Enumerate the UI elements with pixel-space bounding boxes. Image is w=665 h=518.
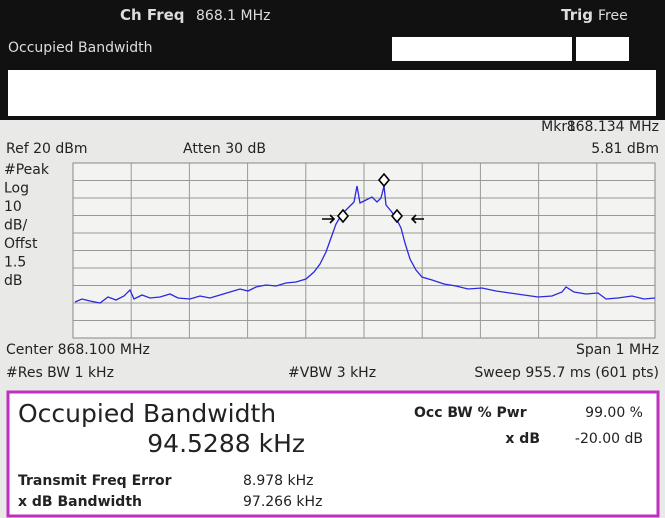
sweep: Sweep 955.7 ms (601 pts): [474, 365, 659, 381]
center-freq: Center 868.100 MHz: [6, 342, 150, 358]
marker-freq: 868.134 MHz: [567, 119, 659, 135]
pwr-label: Occ BW % Pwr: [414, 405, 527, 421]
attenuation: Atten 30 dB: [183, 141, 266, 157]
mode-label: Occupied Bandwidth: [8, 40, 153, 56]
arrow-left: [410, 214, 424, 224]
xdb-bw-label: x dB Bandwidth: [18, 494, 142, 510]
trace: [74, 185, 656, 304]
scale-label: 1.5: [4, 255, 26, 271]
marker-diamond: [377, 172, 391, 188]
results-title: Occupied Bandwidth: [18, 399, 276, 428]
span: Span 1 MHz: [576, 342, 659, 358]
scale-label: dB: [4, 273, 23, 289]
field-box: [392, 37, 572, 61]
marker-diamond: [390, 208, 404, 224]
occ-bw-value: 94.5288 kHz: [147, 429, 305, 458]
grid: [73, 163, 655, 338]
scale-label: dB/: [4, 218, 27, 234]
freq-error-value: 8.978 kHz: [243, 473, 314, 489]
res-bw: #Res BW 1 kHz: [6, 365, 114, 381]
scale-label: 10: [4, 199, 22, 215]
scale-label: Offst: [4, 236, 38, 252]
trig-value: Free: [598, 8, 628, 24]
trig-label: Trig: [561, 6, 593, 24]
scale-label: Log: [4, 181, 29, 197]
marker-label: Mkr1: [541, 119, 576, 135]
scale-labels: #Peak Log 10 dB/Offst 1.5 dB: [4, 162, 50, 289]
vbw: #VBW 3 kHz: [288, 365, 376, 381]
ref-level: Ref 20 dBm: [6, 141, 87, 157]
message-box: [8, 70, 656, 116]
xdb-bw-value: 97.266 kHz: [243, 494, 322, 510]
pwr-value: 99.00 %: [585, 405, 643, 421]
ch-freq-value: 868.1 MHz: [196, 8, 270, 24]
results-panel: [6, 390, 660, 518]
arrow-right: [322, 214, 336, 224]
marker-diamond: [336, 208, 350, 224]
xdb-value: -20.00 dB: [575, 431, 643, 447]
field-box: [576, 37, 629, 61]
occupied-bw-markers: [322, 172, 424, 224]
freq-error-label: Transmit Freq Error: [18, 473, 172, 489]
marker-value: 5.81 dBm: [591, 141, 659, 157]
xdb-label: x dB: [505, 431, 540, 447]
scale-label: #Peak: [4, 162, 50, 178]
ch-freq-label: Ch Freq: [120, 6, 185, 24]
